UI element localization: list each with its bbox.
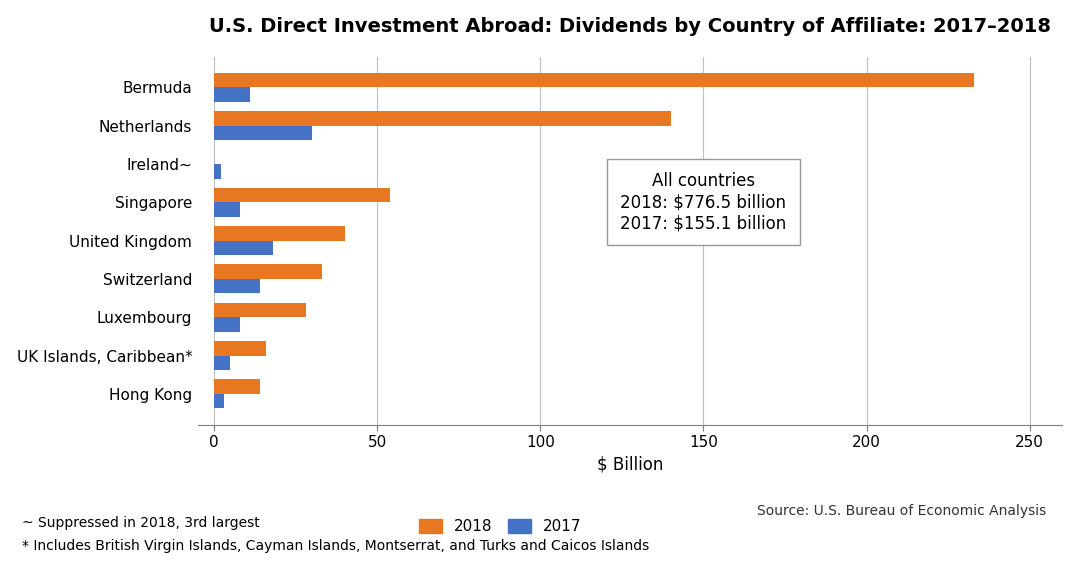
Title: U.S. Direct Investment Abroad: Dividends by Country of Affiliate: 2017–2018: U.S. Direct Investment Abroad: Dividends… xyxy=(209,17,1051,36)
Bar xyxy=(214,341,267,356)
Bar xyxy=(214,73,974,87)
Text: ~ Suppressed in 2018, 3rd largest: ~ Suppressed in 2018, 3rd largest xyxy=(22,516,259,530)
Bar xyxy=(214,380,260,394)
Text: All countries
2018: $776.5 billion
2017: $155.1 billion: All countries 2018: $776.5 billion 2017:… xyxy=(620,173,787,232)
Bar xyxy=(214,303,305,317)
Text: Source: U.S. Bureau of Economic Analysis: Source: U.S. Bureau of Economic Analysis xyxy=(757,504,1047,519)
Bar xyxy=(214,241,273,255)
X-axis label: $ Billion: $ Billion xyxy=(597,455,664,474)
Bar xyxy=(214,125,312,140)
Bar xyxy=(214,188,391,202)
Bar xyxy=(214,202,241,217)
Text: * Includes British Virgin Islands, Cayman Islands, Montserrat, and Turks and Cai: * Includes British Virgin Islands, Cayma… xyxy=(22,539,648,553)
Bar xyxy=(214,226,344,241)
Bar xyxy=(214,317,241,332)
Bar xyxy=(214,111,671,125)
Bar xyxy=(214,279,260,294)
Bar xyxy=(214,394,224,409)
Bar xyxy=(214,356,231,370)
Bar xyxy=(214,264,322,279)
Bar xyxy=(214,164,221,178)
Bar xyxy=(214,87,250,102)
Legend: 2018, 2017: 2018, 2017 xyxy=(413,513,588,540)
